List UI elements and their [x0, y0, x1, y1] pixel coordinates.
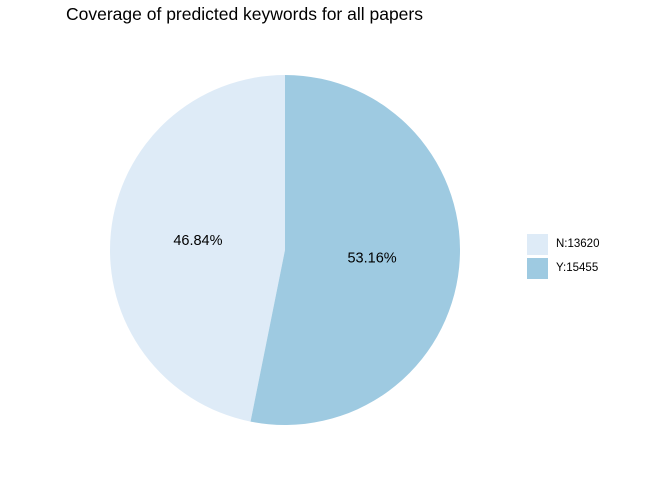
legend-label-n: N:13620	[556, 238, 600, 250]
legend-label-y: Y:15455	[556, 262, 599, 274]
legend-swatch-n	[527, 233, 548, 255]
pie-slice-label-0: 46.84%	[173, 233, 222, 249]
legend-item-y: Y:15455	[527, 256, 599, 280]
pie-slice-0	[110, 75, 286, 422]
legend-item-n: N:13620	[527, 232, 599, 256]
pie-slice-1	[250, 75, 461, 426]
chart-title: Coverage of predicted keywords for all p…	[66, 4, 423, 24]
legend: N:13620 Y:15455	[527, 232, 599, 280]
legend-swatch-y	[527, 257, 548, 279]
pie-slice-label-1: 53.16%	[347, 250, 396, 266]
